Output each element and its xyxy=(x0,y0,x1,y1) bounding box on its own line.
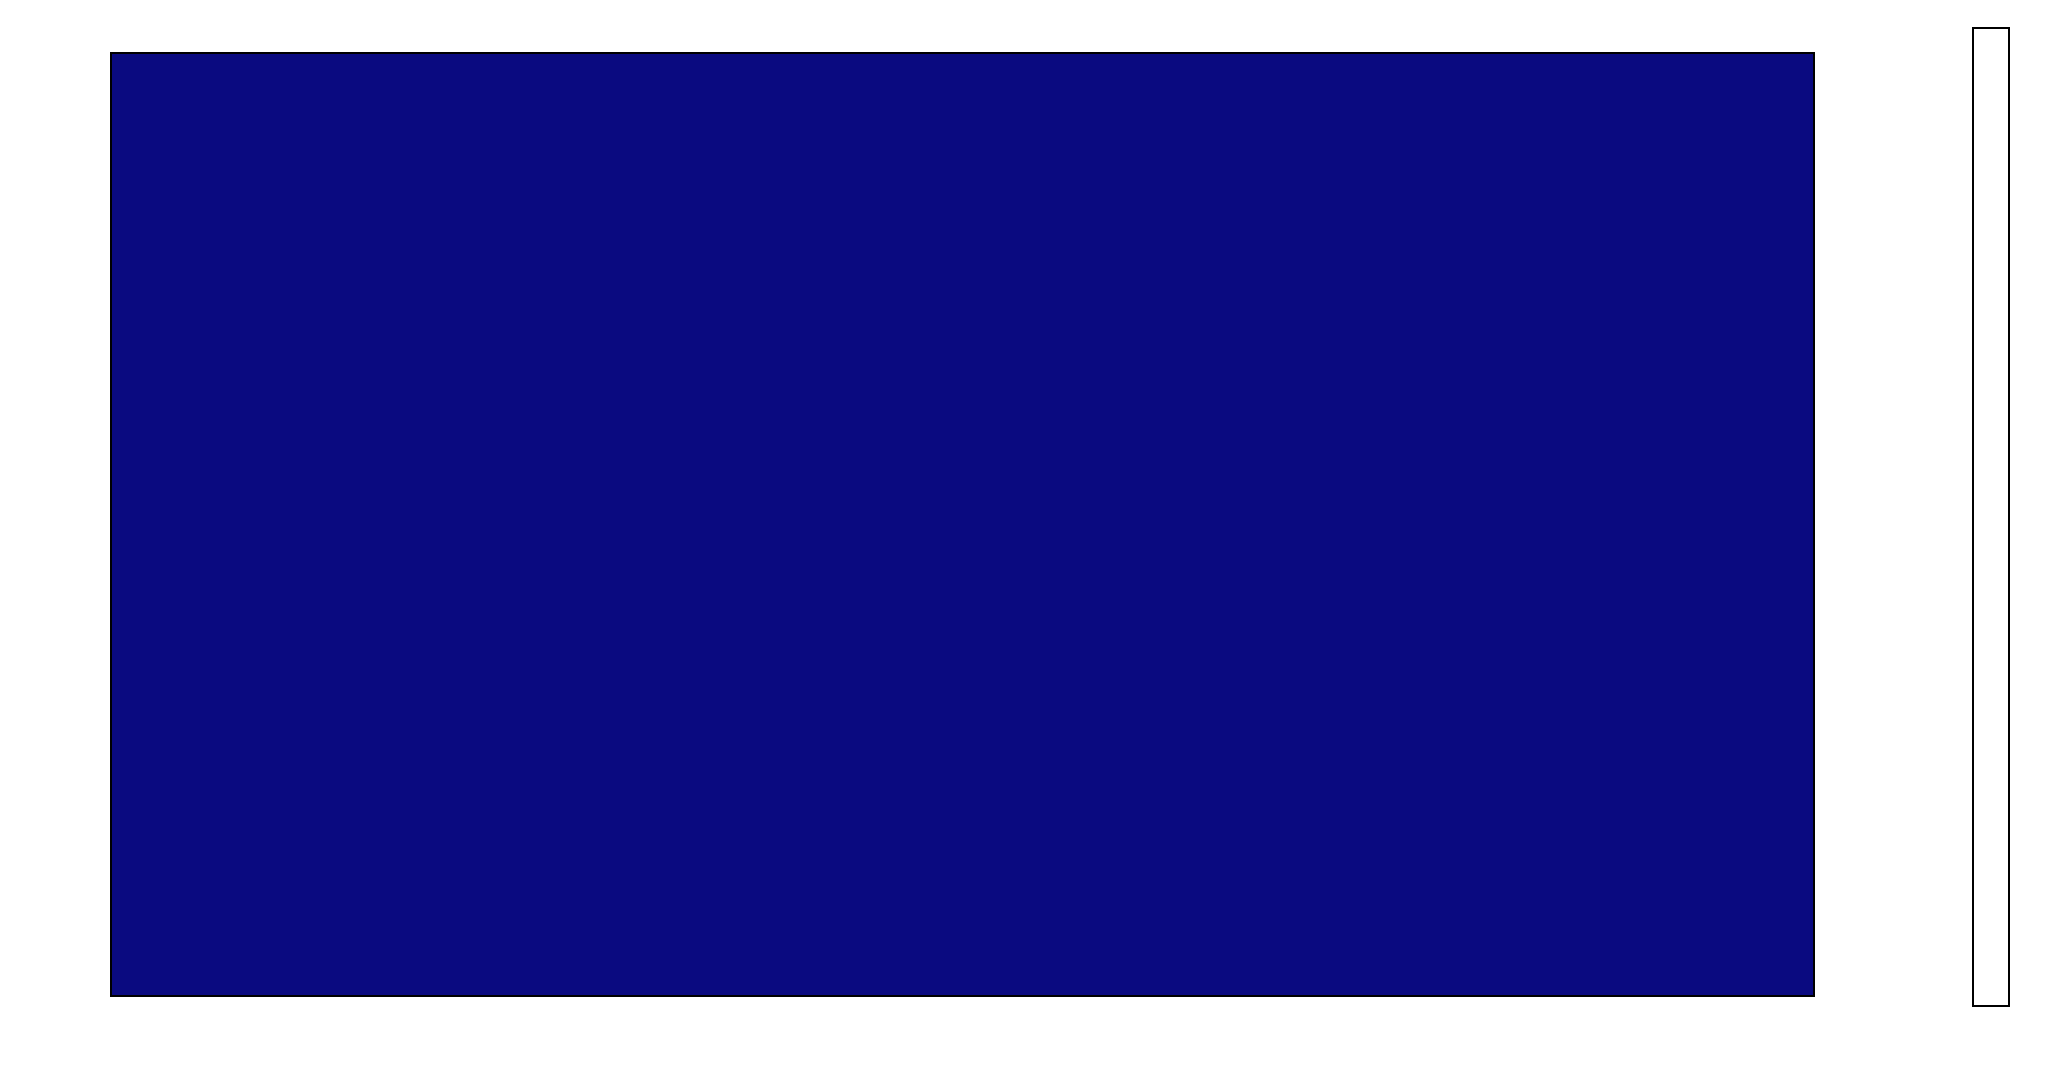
spectrogram-canvas xyxy=(112,54,1813,995)
plot-area xyxy=(110,52,1815,997)
colorbar-canvas xyxy=(1974,29,2008,1005)
colorbar xyxy=(1972,27,2010,1007)
